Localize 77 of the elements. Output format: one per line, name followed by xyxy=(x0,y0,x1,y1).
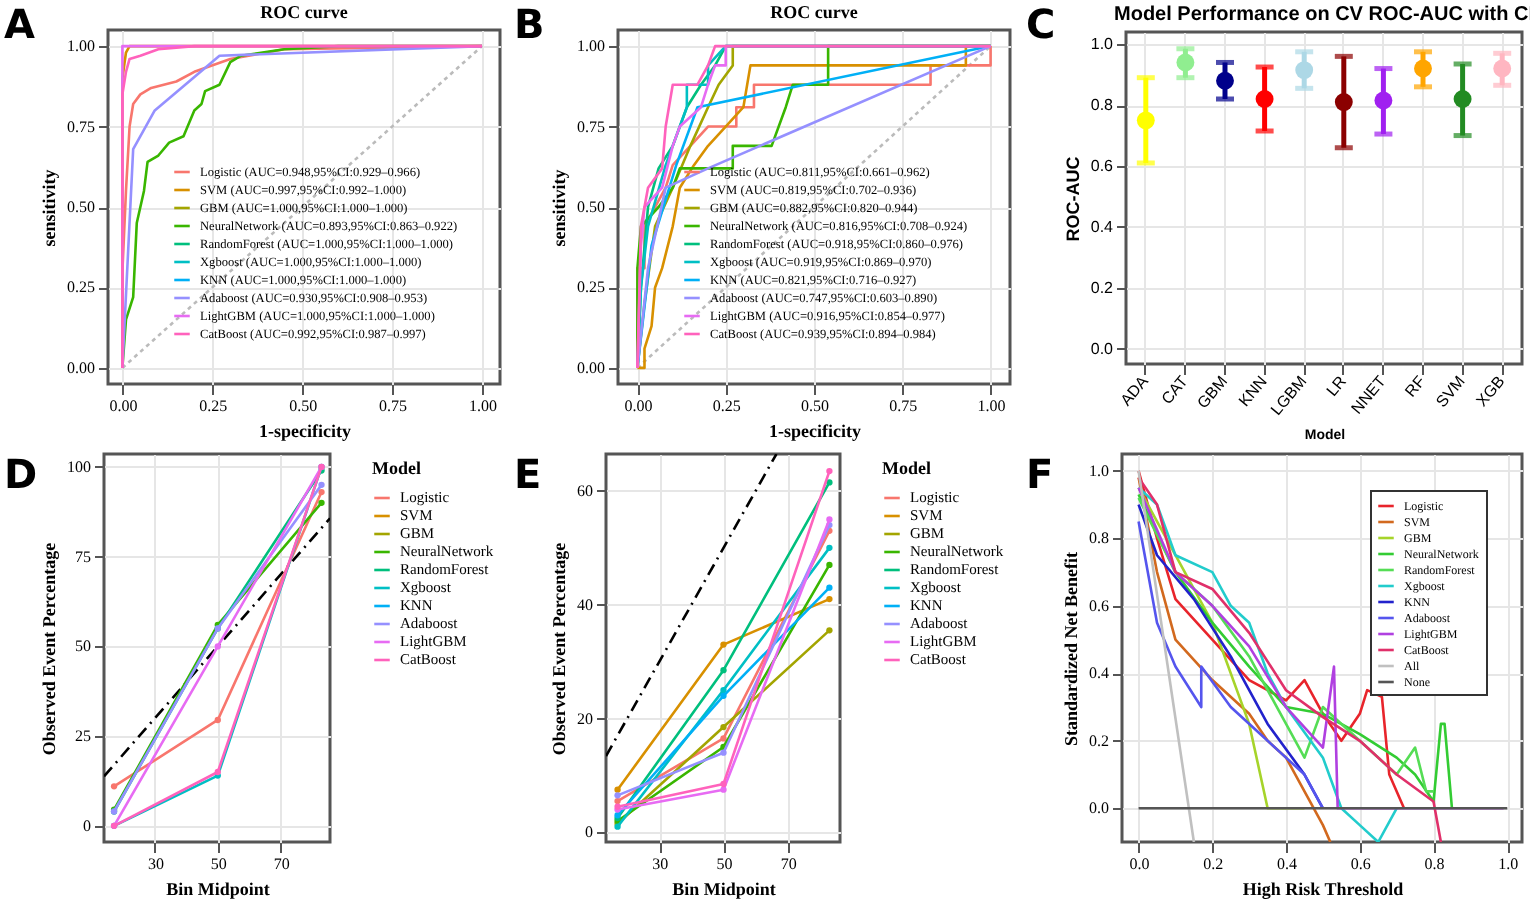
x-tick-label: 0.00 xyxy=(109,397,138,415)
x-tick-label: 0.50 xyxy=(289,397,318,415)
y-tick-label: 60 xyxy=(577,481,593,500)
chart-title: ROC curve xyxy=(260,2,348,22)
y-tick-label: 0.50 xyxy=(577,198,605,216)
x-axis-title: High Risk Threshold xyxy=(1242,879,1404,899)
y-tick-label: 0.0 xyxy=(1090,339,1115,358)
y-axis-title: sensitivity xyxy=(39,168,59,247)
y-tick-label: 0.25 xyxy=(577,278,605,297)
x-tick-label: 0.75 xyxy=(379,397,408,415)
chart-title: Model Performance on CV ROC-AUC with CI xyxy=(1113,4,1534,26)
text: D xyxy=(4,450,38,498)
y-tick-label: 0.0 xyxy=(1089,799,1109,818)
y-tick-label: 0.00 xyxy=(577,358,605,377)
text: B xyxy=(514,0,545,48)
y-tick-label: 50 xyxy=(75,637,91,656)
y-tick-label: 75 xyxy=(75,547,91,566)
legend-title: Model xyxy=(372,458,422,478)
y-tick-label: 1.0 xyxy=(1089,461,1109,480)
y-tick-label: 0.4 xyxy=(1089,664,1109,683)
y-tick-label: 100 xyxy=(67,457,91,476)
x-tick-label: 0.6 xyxy=(1350,855,1371,873)
y-tick-label: 0.8 xyxy=(1090,96,1115,115)
x-tick-label: 0.00 xyxy=(624,397,653,415)
x-tick-label: RF xyxy=(1401,372,1430,401)
y-axis-title: Standardized Net Benefit xyxy=(1061,552,1081,746)
y-tick-label: 20 xyxy=(577,709,593,728)
legend-title: Model xyxy=(882,458,932,478)
y-tick-label: 1.0 xyxy=(1090,35,1115,54)
y-tick-label: 0.4 xyxy=(1090,217,1115,236)
y-tick-label: 0.75 xyxy=(67,117,95,136)
x-tick-label: 30 xyxy=(652,855,669,873)
x-tick-label: 0.25 xyxy=(199,397,228,415)
y-tick-label: 0.00 xyxy=(67,358,95,377)
y-tick-label: 1.00 xyxy=(67,37,95,56)
y-tick-label: 40 xyxy=(577,595,593,614)
y-axis-title: ROC-AUC xyxy=(1062,155,1083,242)
x-tick-label: 0.75 xyxy=(889,397,918,415)
text: A xyxy=(4,0,35,48)
x-tick-label: 1.0 xyxy=(1498,855,1519,873)
x-tick-label: 0.4 xyxy=(1277,855,1298,873)
text: C xyxy=(1026,0,1056,48)
x-axis-title: 1-specificity xyxy=(259,421,352,441)
x-tick-label: 70 xyxy=(273,855,290,873)
y-tick-label: 0 xyxy=(585,823,593,842)
chart-title: ROC curve xyxy=(770,2,858,22)
x-tick-label: 1.00 xyxy=(469,397,498,415)
text: F xyxy=(1026,450,1054,498)
x-tick-label: 50 xyxy=(210,855,227,873)
x-axis-title: Bin Midpoint xyxy=(672,879,776,899)
x-tick-label: 1.00 xyxy=(977,397,1006,415)
x-tick-label: 0.50 xyxy=(801,397,829,415)
y-tick-label: 0.2 xyxy=(1089,731,1109,750)
y-tick-label: 1.00 xyxy=(577,37,605,56)
y-tick-label: 0.6 xyxy=(1089,596,1109,615)
x-tick-label: 70 xyxy=(780,855,797,873)
text: E xyxy=(514,450,542,498)
x-tick-label: 30 xyxy=(147,855,164,873)
y-tick-label: 0.75 xyxy=(577,117,605,136)
y-tick-label: 0.25 xyxy=(67,278,95,297)
y-tick-label: 25 xyxy=(75,727,91,746)
y-axis-title: Observed Event Percentage xyxy=(549,542,569,756)
y-tick-label: 0.2 xyxy=(1090,278,1115,297)
x-tick-label: 50 xyxy=(716,855,733,873)
y-axis-title: Observed Event Percentage xyxy=(39,542,59,756)
x-tick-label: 0.0 xyxy=(1129,855,1150,873)
y-tick-label: 0.50 xyxy=(67,198,95,216)
x-tick-label: 0.8 xyxy=(1424,855,1445,873)
y-tick-label: 0.8 xyxy=(1089,529,1109,548)
x-axis-title: Bin Midpoint xyxy=(166,879,270,899)
y-tick-label: 0.6 xyxy=(1090,157,1115,176)
y-tick-label: 0 xyxy=(83,816,91,835)
x-tick-label: 0.25 xyxy=(712,397,741,415)
x-tick-label: LR xyxy=(1322,372,1351,400)
y-axis-title: sensitivity xyxy=(549,168,569,247)
x-tick-label: 0.2 xyxy=(1203,855,1224,873)
x-axis-title: 1-specificity xyxy=(769,421,862,441)
